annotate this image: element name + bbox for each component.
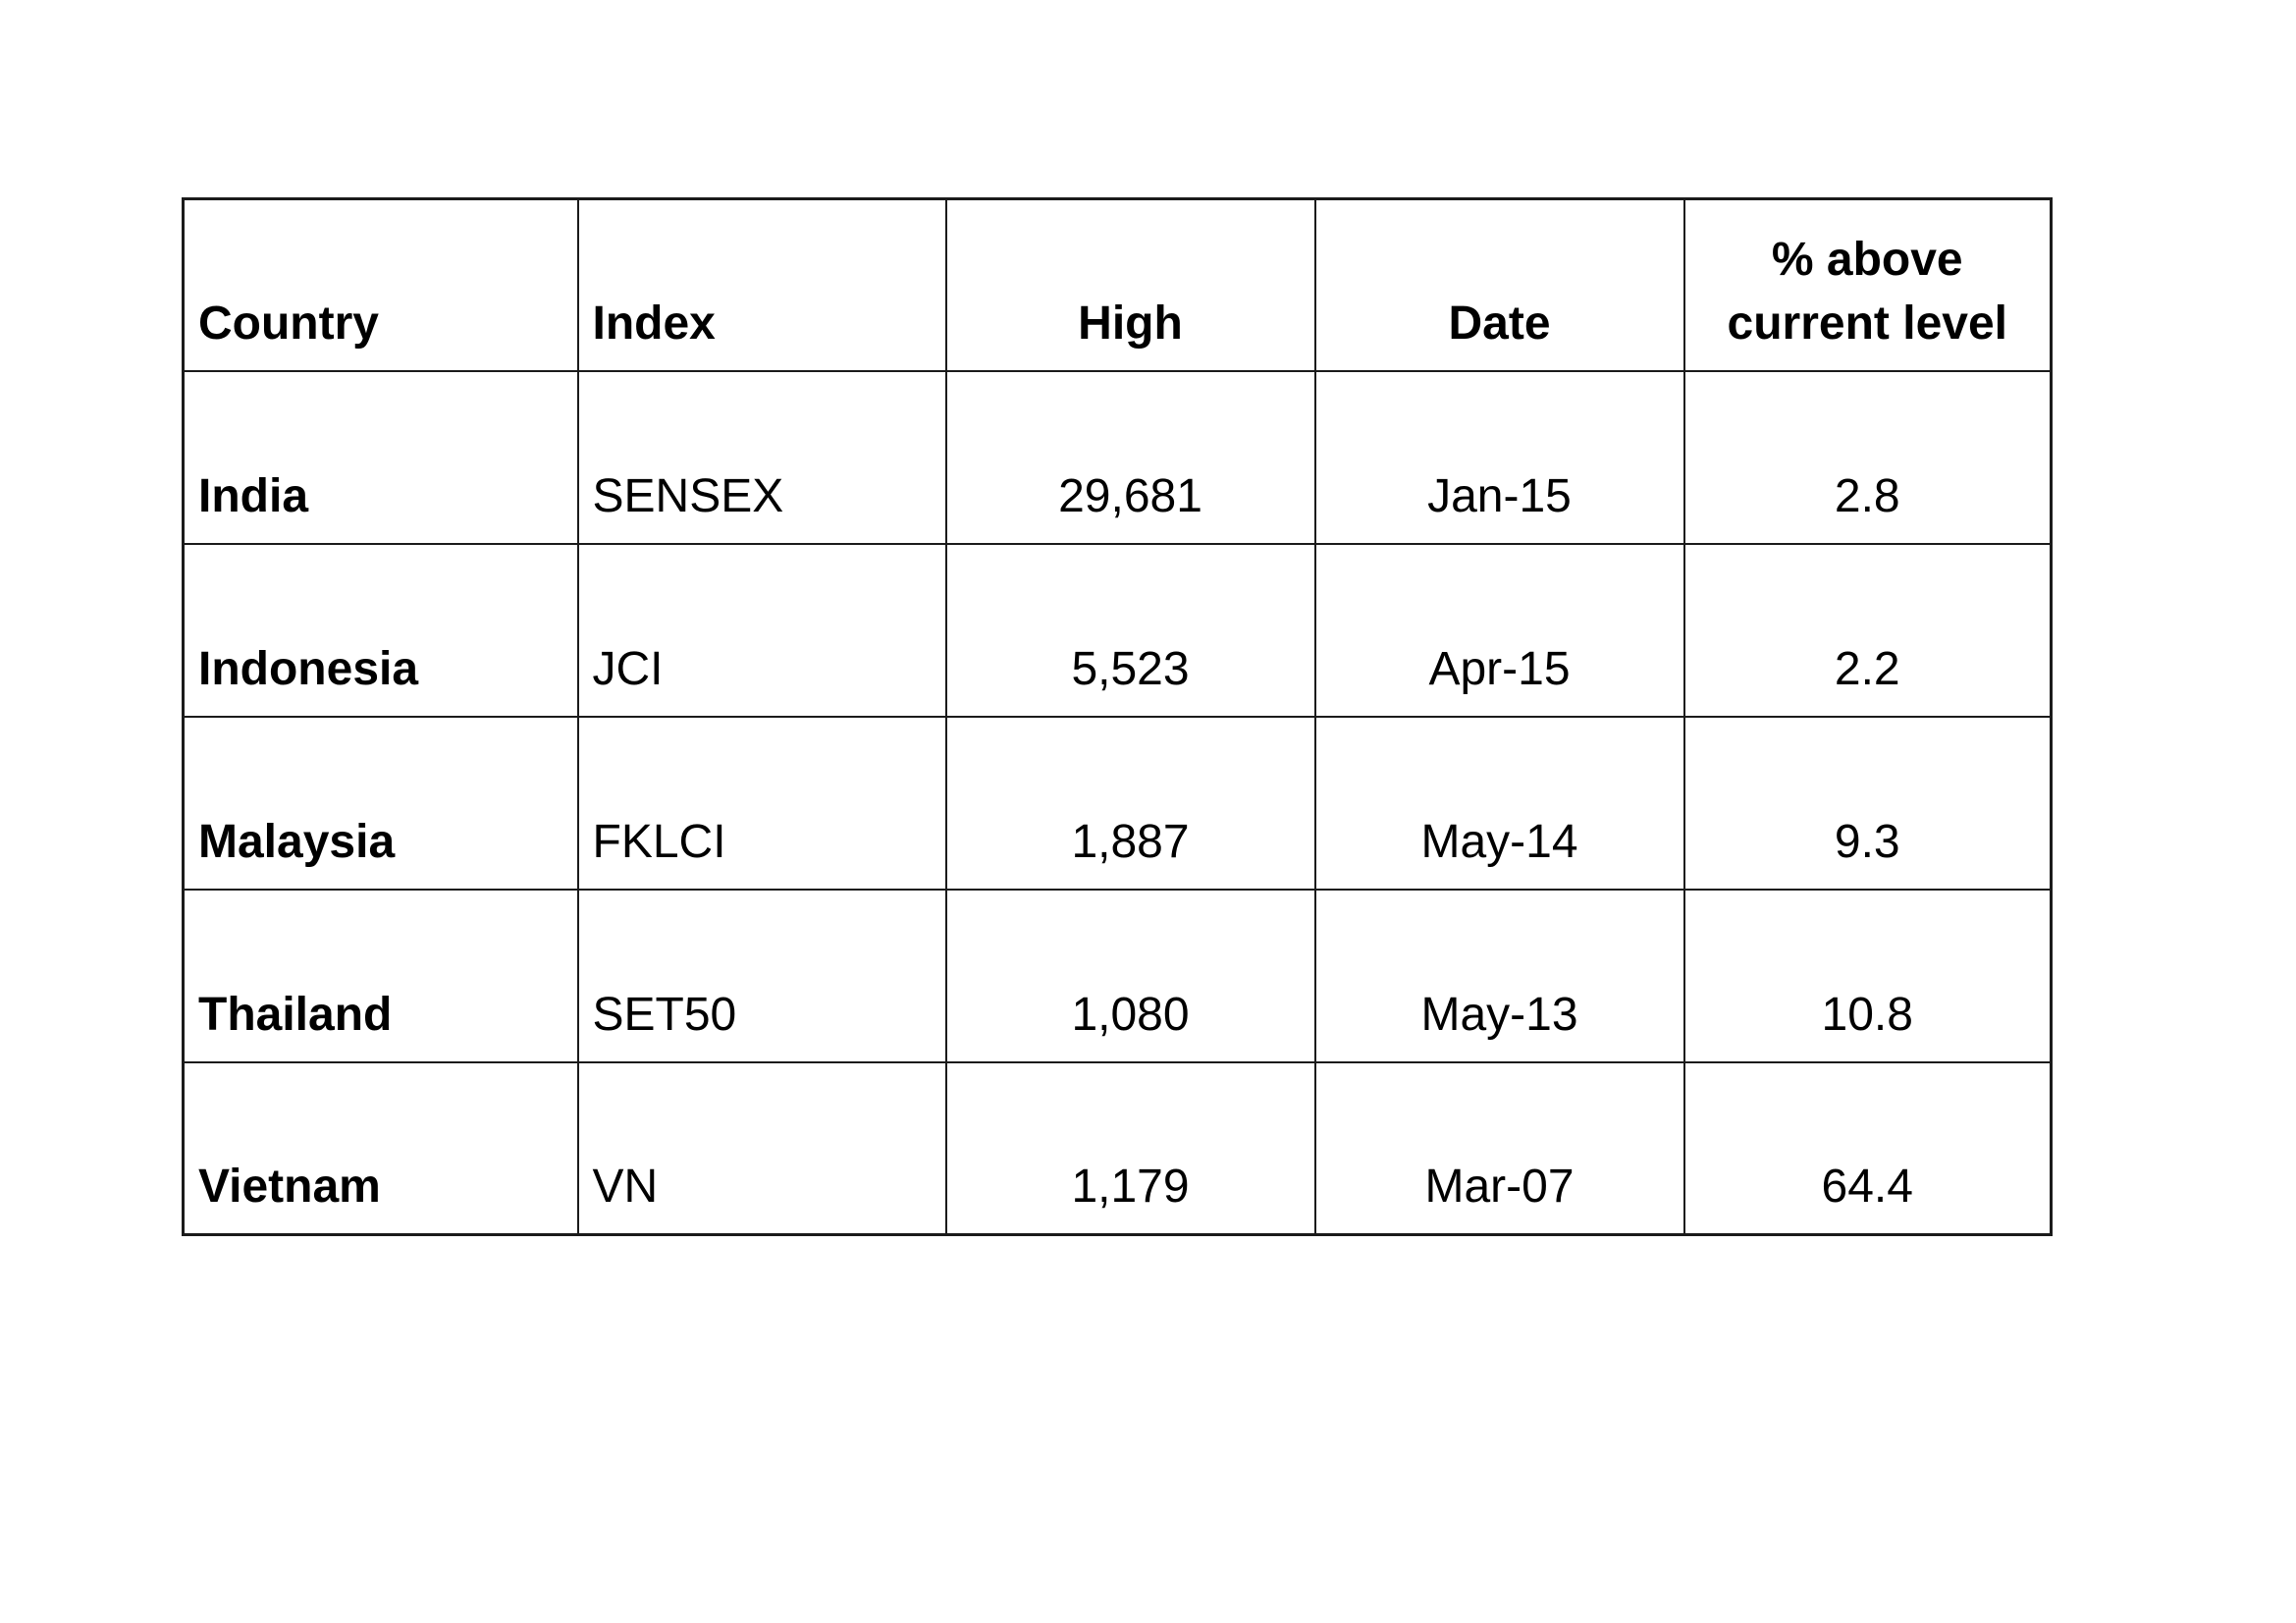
cell-date: Mar-07	[1313, 1060, 1685, 1236]
cell-country: Vietnam	[182, 1060, 579, 1236]
cell-pct-above: 2.2	[1682, 542, 2053, 718]
cell-pct-above: 9.3	[1682, 715, 2053, 891]
cell-high: 5,523	[944, 542, 1316, 718]
cell-high: 1,080	[944, 888, 1316, 1063]
cell-pct-above: 64.4	[1682, 1060, 2053, 1236]
header-date: Date	[1313, 197, 1685, 372]
table-row-malaysia: Malaysia FKLCI 1,887 May-14 9.3	[182, 715, 2053, 891]
cell-index: JCI	[576, 542, 947, 718]
cell-high: 29,681	[944, 369, 1316, 545]
cell-pct-above: 2.8	[1682, 369, 2053, 545]
cell-date: Jan-15	[1313, 369, 1685, 545]
header-country: Country	[182, 197, 579, 372]
cell-date: Apr-15	[1313, 542, 1685, 718]
header-pct-above-current-level: % above current level	[1682, 197, 2053, 372]
index-highs-table: Country Index High Date % above current …	[182, 197, 2053, 1236]
cell-index: FKLCI	[576, 715, 947, 891]
cell-index: SENSEX	[576, 369, 947, 545]
table-row-indonesia: Indonesia JCI 5,523 Apr-15 2.2	[182, 542, 2053, 718]
cell-index: SET50	[576, 888, 947, 1063]
cell-country: Indonesia	[182, 542, 579, 718]
cell-pct-above: 10.8	[1682, 888, 2053, 1063]
cell-country: India	[182, 369, 579, 545]
table-row-vietnam: Vietnam VN 1,179 Mar-07 64.4	[182, 1060, 2053, 1236]
cell-country: Thailand	[182, 888, 579, 1063]
header-row: Country Index High Date % above current …	[182, 197, 2053, 372]
cell-high: 1,887	[944, 715, 1316, 891]
cell-high: 1,179	[944, 1060, 1316, 1236]
header-high: High	[944, 197, 1316, 372]
table-row-thailand: Thailand SET50 1,080 May-13 10.8	[182, 888, 2053, 1063]
table-row-india: India SENSEX 29,681 Jan-15 2.8	[182, 369, 2053, 545]
cell-date: May-14	[1313, 715, 1685, 891]
index-highs-table-container: Country Index High Date % above current …	[182, 197, 2053, 1236]
cell-index: VN	[576, 1060, 947, 1236]
cell-country: Malaysia	[182, 715, 579, 891]
header-index: Index	[576, 197, 947, 372]
cell-date: May-13	[1313, 888, 1685, 1063]
